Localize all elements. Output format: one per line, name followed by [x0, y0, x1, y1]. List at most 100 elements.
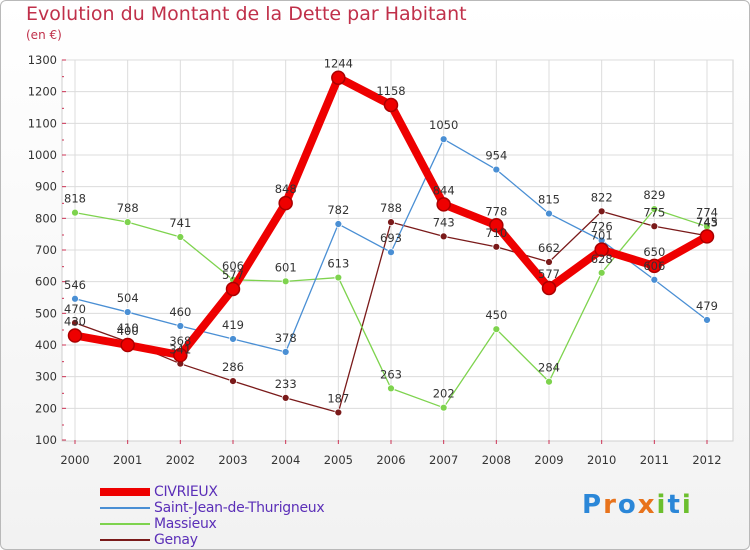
data-point — [176, 322, 185, 330]
data-label: 577 — [538, 267, 560, 281]
data-point — [67, 328, 83, 343]
data-label: 601 — [275, 260, 297, 274]
logo-letter: o — [617, 490, 638, 520]
data-label: 460 — [169, 305, 191, 319]
y-tick-label: 900 — [35, 180, 57, 194]
data-label: 202 — [433, 387, 455, 401]
data-point — [545, 258, 553, 266]
logo-letter: P — [582, 490, 604, 520]
data-point — [541, 280, 557, 296]
data-label: 613 — [327, 257, 349, 271]
data-label: 479 — [696, 299, 718, 313]
legend-label: Genay — [154, 532, 198, 548]
x-tick-label: 2005 — [324, 453, 353, 467]
data-label: 187 — [327, 391, 349, 405]
data-label: 743 — [696, 215, 718, 229]
data-label: 606 — [222, 259, 244, 273]
data-label: 1158 — [376, 84, 405, 98]
data-label: 662 — [538, 241, 560, 255]
data-label: 606 — [643, 259, 665, 273]
data-point — [650, 222, 659, 231]
data-point — [225, 281, 241, 297]
data-point — [120, 337, 135, 353]
data-point — [334, 408, 343, 417]
data-label: 504 — [117, 291, 139, 305]
data-label: 650 — [643, 245, 665, 259]
y-tick-label: 300 — [35, 370, 57, 384]
data-point — [71, 294, 79, 303]
data-point — [383, 97, 399, 113]
axes: 100 200 300 400 500 600 700 800 900 1000 1100 1200 1… — [28, 53, 722, 467]
data-label: 368 — [169, 334, 191, 348]
data-point — [387, 384, 395, 393]
x-tick-label: 2008 — [482, 453, 511, 467]
y-tick-label: 1300 — [28, 53, 57, 67]
x-tick-label: 2012 — [692, 453, 721, 467]
y-tick-label: 500 — [35, 306, 57, 320]
x-tick-label: 2002 — [166, 453, 195, 467]
data-point — [281, 393, 290, 402]
data-label: 378 — [275, 331, 297, 345]
legend-label: Saint-Jean-de-Thurigneux — [154, 500, 325, 516]
data-label: 788 — [380, 201, 402, 215]
data-point — [492, 242, 501, 251]
data-point — [387, 248, 395, 257]
data-point — [545, 377, 553, 386]
x-tick-label: 2003 — [218, 453, 247, 467]
y-tick-label: 800 — [35, 211, 57, 225]
data-point — [492, 165, 501, 174]
data-label: 743 — [433, 215, 455, 229]
legend-swatch — [100, 507, 150, 509]
data-label: 701 — [591, 229, 613, 243]
data-label: 775 — [643, 205, 665, 219]
x-tick-label: 2004 — [271, 453, 300, 467]
data-point — [439, 403, 448, 412]
data-label: 286 — [222, 360, 244, 374]
data-point — [594, 242, 609, 257]
chart-unit: (en €) — [26, 28, 62, 42]
data-label: 726 — [591, 220, 613, 234]
logo-letter: i — [681, 490, 693, 520]
y-tick-label: 1100 — [28, 116, 57, 130]
legend-swatch — [100, 539, 150, 541]
data-label: 628 — [591, 252, 613, 266]
data-label: 233 — [275, 377, 297, 391]
data-label: 745 — [696, 215, 718, 229]
data-point — [123, 218, 132, 227]
data-label: 782 — [327, 203, 349, 217]
data-label: 470 — [64, 302, 86, 316]
x-tick-label: 2009 — [534, 453, 563, 467]
data-label: 954 — [485, 149, 507, 163]
logo-letter: x — [637, 490, 657, 520]
data-label: 844 — [433, 183, 455, 197]
y-tick-label: 400 — [35, 338, 57, 352]
data-label: 741 — [169, 216, 191, 230]
data-label: 1050 — [429, 118, 458, 132]
data-point — [439, 135, 448, 144]
data-label: 815 — [538, 193, 560, 207]
data-point — [492, 325, 501, 334]
data-point — [703, 316, 711, 324]
data-point — [647, 258, 662, 274]
chart-title: Evolution du Montant de la Dette par Hab… — [26, 3, 467, 25]
data-point — [545, 209, 553, 218]
data-label: 774 — [696, 206, 718, 220]
y-tick-label: 1000 — [28, 148, 57, 162]
data-point — [650, 275, 659, 284]
y-tick-label: 100 — [35, 433, 57, 447]
data-point — [597, 207, 606, 216]
data-label: 430 — [64, 315, 86, 329]
data-point — [71, 318, 79, 327]
data-label: 788 — [117, 201, 139, 215]
data-label: 410 — [117, 321, 139, 335]
x-tick-label: 2000 — [60, 453, 89, 467]
data-point — [176, 233, 185, 241]
data-point — [281, 277, 290, 286]
x-tick-label: 2010 — [587, 453, 616, 467]
logo-letter: i — [656, 490, 668, 520]
data-label: 778 — [485, 204, 507, 218]
y-tick-label: 1200 — [28, 85, 57, 99]
data-point — [489, 218, 504, 233]
data-label: 263 — [380, 367, 402, 381]
